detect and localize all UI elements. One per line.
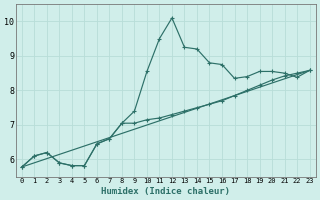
X-axis label: Humidex (Indice chaleur): Humidex (Indice chaleur) (101, 187, 230, 196)
